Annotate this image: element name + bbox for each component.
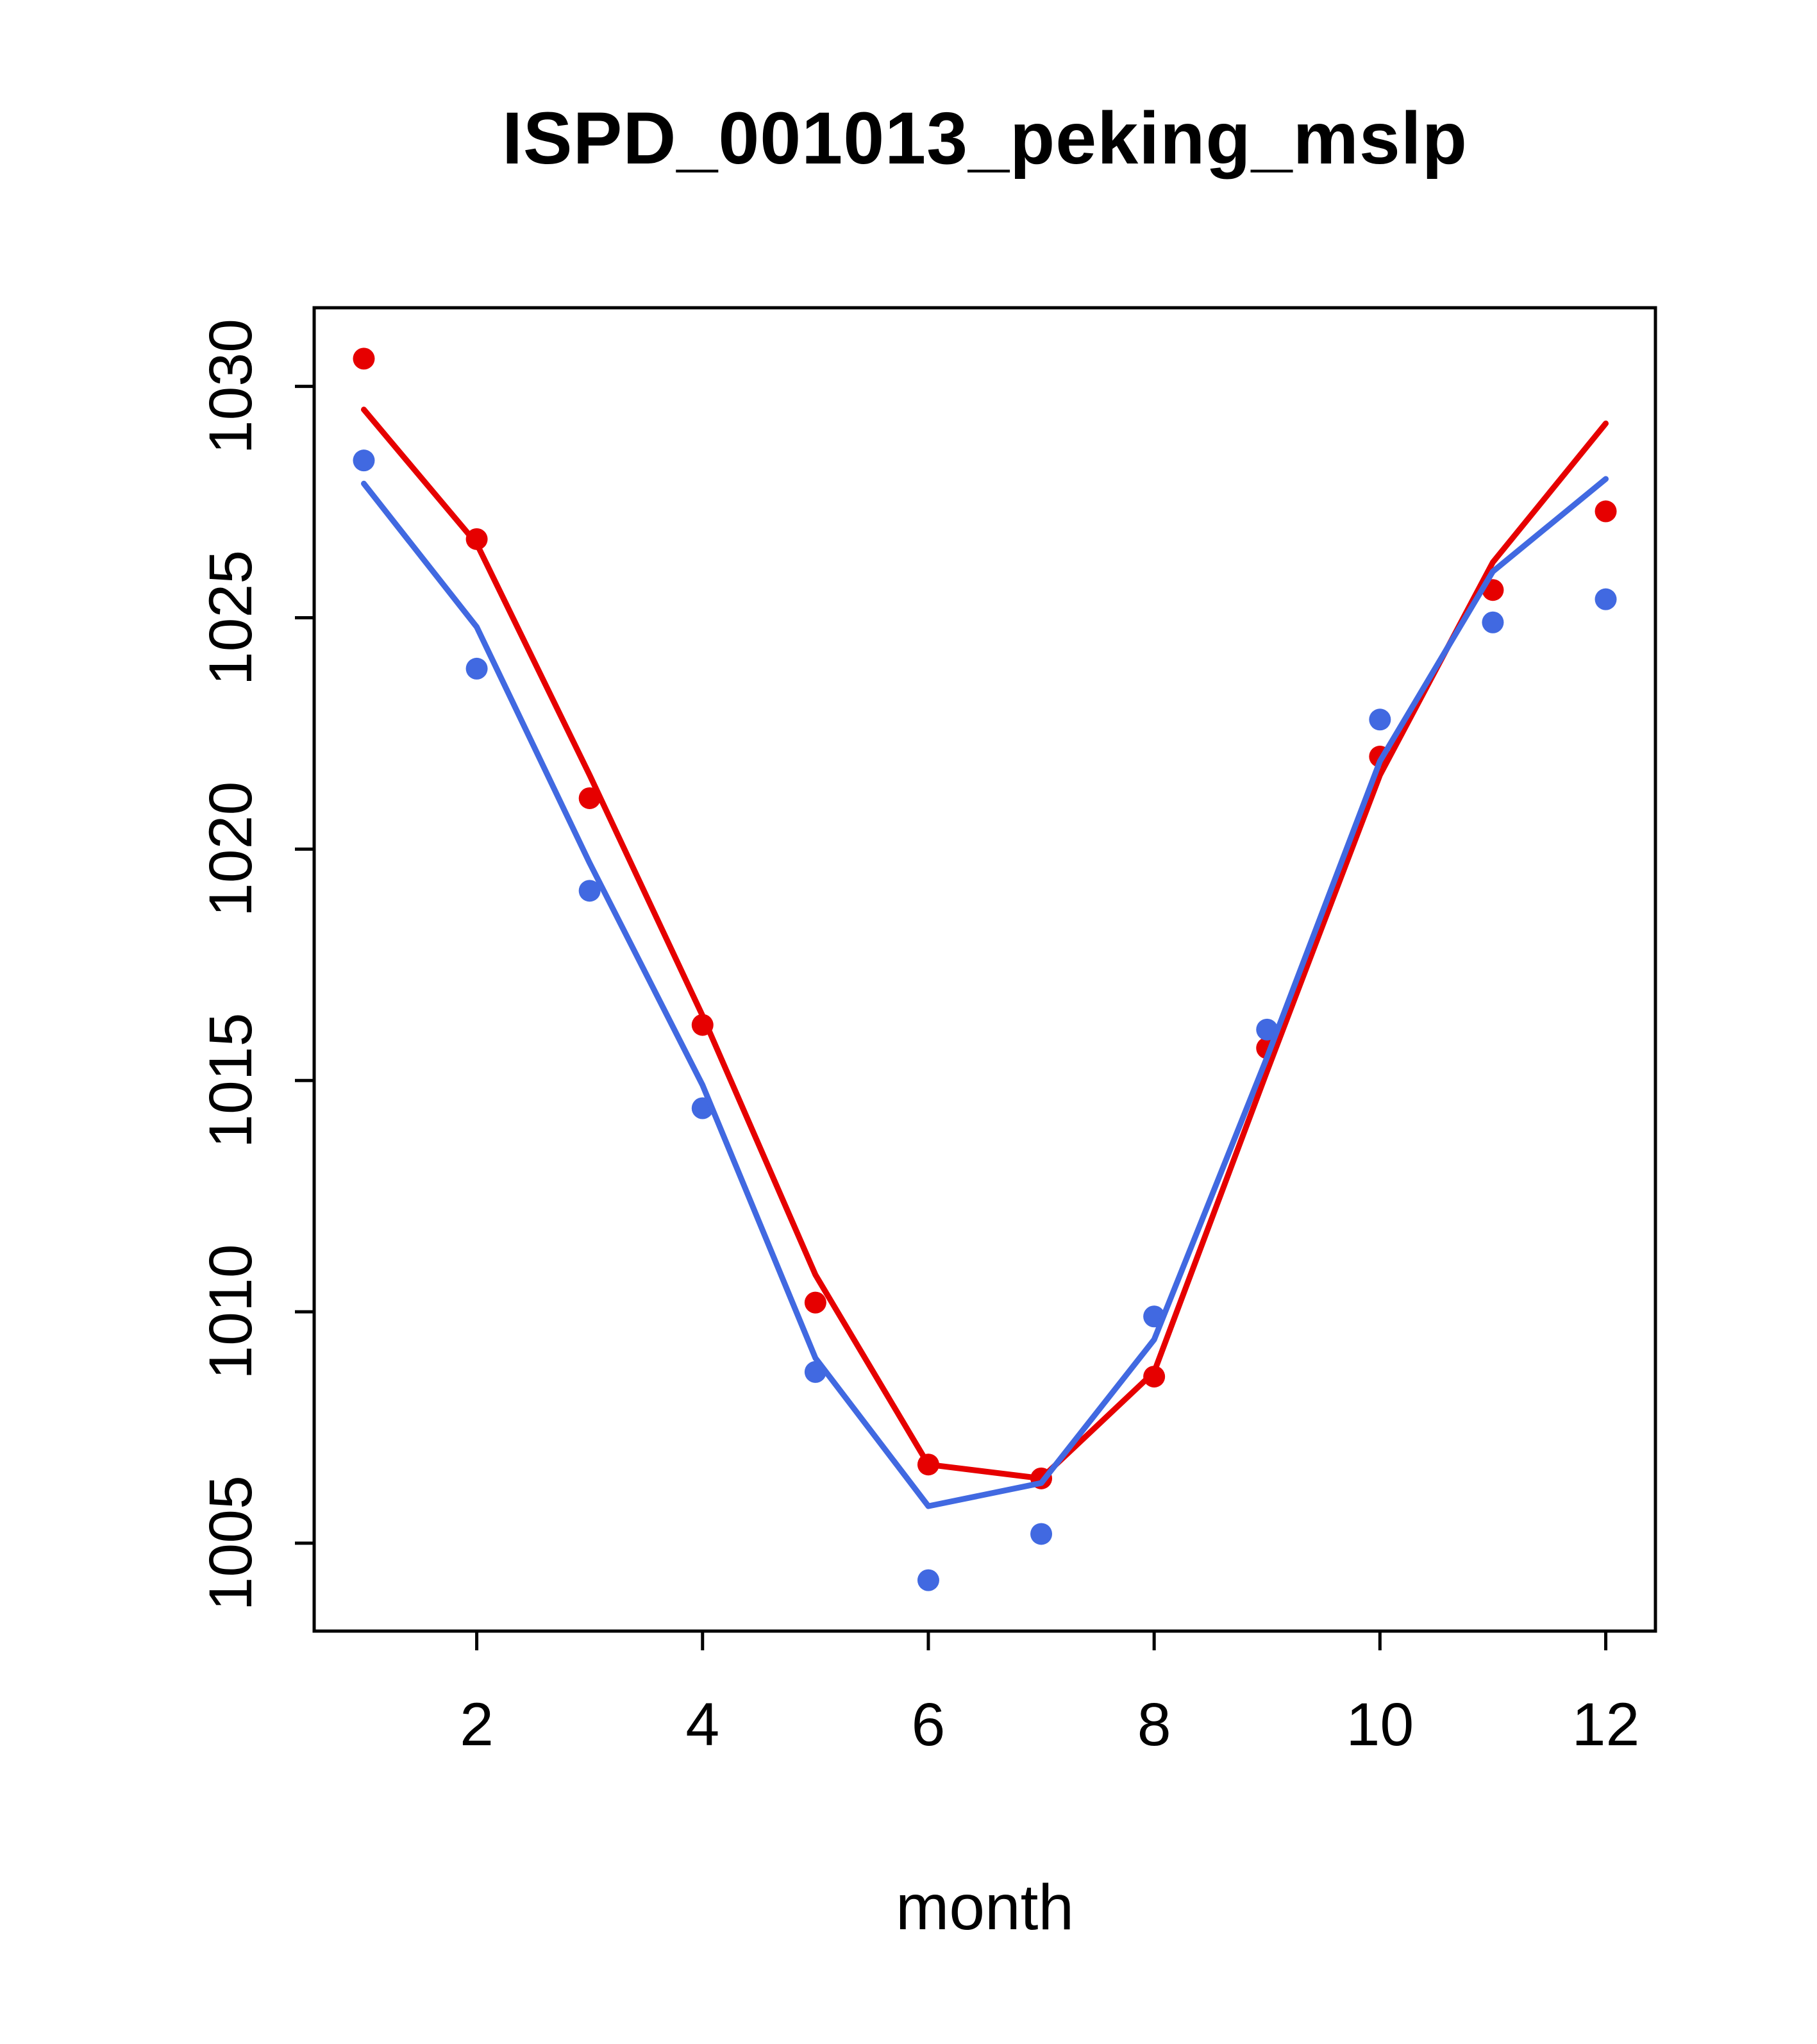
x-tick-label: 6 — [912, 1691, 946, 1759]
red-line — [360, 406, 1609, 1482]
x-tick-label: 8 — [1137, 1691, 1171, 1759]
blue-point — [1595, 588, 1617, 610]
y-tick-label: 1015 — [197, 1013, 265, 1148]
x-tick-label: 12 — [1572, 1691, 1640, 1759]
plot-box — [312, 306, 1657, 1633]
y-tick-label: 1025 — [197, 550, 265, 685]
y-tick-label: 1005 — [197, 1475, 265, 1611]
red-point — [353, 348, 375, 370]
blue-point — [1369, 708, 1391, 731]
x-tick-label: 10 — [1346, 1691, 1414, 1759]
chart-title: ISPD_001013_peking_mslp — [501, 97, 1468, 180]
red-point — [804, 1291, 826, 1314]
x-tick-label: 4 — [685, 1691, 719, 1759]
y-tick-label: 1030 — [197, 319, 265, 454]
y-tick-label: 1010 — [197, 1244, 265, 1379]
blue-point — [353, 449, 375, 472]
blue-point — [578, 880, 601, 902]
blue-point — [1482, 611, 1504, 633]
red-point — [1595, 500, 1617, 523]
blue-point — [1030, 1523, 1053, 1545]
red-point — [1143, 1366, 1166, 1388]
x-axis-label: month — [896, 1872, 1074, 1943]
x-tick-label: 2 — [460, 1691, 494, 1759]
blue-point — [465, 657, 488, 680]
blue-point — [917, 1569, 939, 1591]
blue-line — [360, 476, 1609, 1509]
y-tick-label: 1020 — [197, 782, 265, 917]
